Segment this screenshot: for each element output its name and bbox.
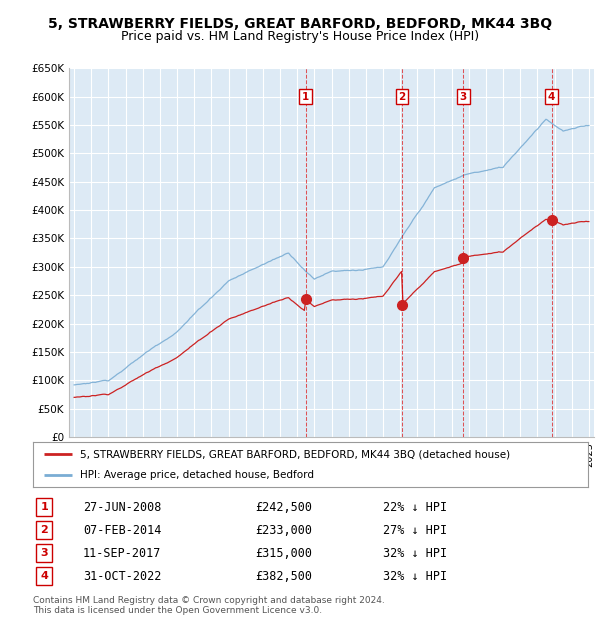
Text: 2: 2 xyxy=(40,525,48,535)
Text: 2: 2 xyxy=(398,92,406,102)
Text: £382,500: £382,500 xyxy=(255,570,312,583)
Text: 22% ↓ HPI: 22% ↓ HPI xyxy=(383,500,447,513)
Text: 27-JUN-2008: 27-JUN-2008 xyxy=(83,500,161,513)
Text: £315,000: £315,000 xyxy=(255,547,312,560)
Text: 3: 3 xyxy=(460,92,467,102)
Text: £242,500: £242,500 xyxy=(255,500,312,513)
Text: 32% ↓ HPI: 32% ↓ HPI xyxy=(383,547,447,560)
Text: Price paid vs. HM Land Registry's House Price Index (HPI): Price paid vs. HM Land Registry's House … xyxy=(121,30,479,43)
Text: 31-OCT-2022: 31-OCT-2022 xyxy=(83,570,161,583)
Text: 27% ↓ HPI: 27% ↓ HPI xyxy=(383,524,447,537)
Text: HPI: Average price, detached house, Bedford: HPI: Average price, detached house, Bedf… xyxy=(80,469,314,480)
Text: 32% ↓ HPI: 32% ↓ HPI xyxy=(383,570,447,583)
Text: 5, STRAWBERRY FIELDS, GREAT BARFORD, BEDFORD, MK44 3BQ: 5, STRAWBERRY FIELDS, GREAT BARFORD, BED… xyxy=(48,17,552,32)
Text: 4: 4 xyxy=(40,571,48,582)
Text: 1: 1 xyxy=(40,502,48,512)
Text: £233,000: £233,000 xyxy=(255,524,312,537)
Text: Contains HM Land Registry data © Crown copyright and database right 2024.
This d: Contains HM Land Registry data © Crown c… xyxy=(33,596,385,615)
Text: 07-FEB-2014: 07-FEB-2014 xyxy=(83,524,161,537)
Text: 4: 4 xyxy=(548,92,556,102)
Text: 11-SEP-2017: 11-SEP-2017 xyxy=(83,547,161,560)
Text: 5, STRAWBERRY FIELDS, GREAT BARFORD, BEDFORD, MK44 3BQ (detached house): 5, STRAWBERRY FIELDS, GREAT BARFORD, BED… xyxy=(80,449,510,459)
Text: 3: 3 xyxy=(40,548,48,558)
Text: 1: 1 xyxy=(302,92,309,102)
